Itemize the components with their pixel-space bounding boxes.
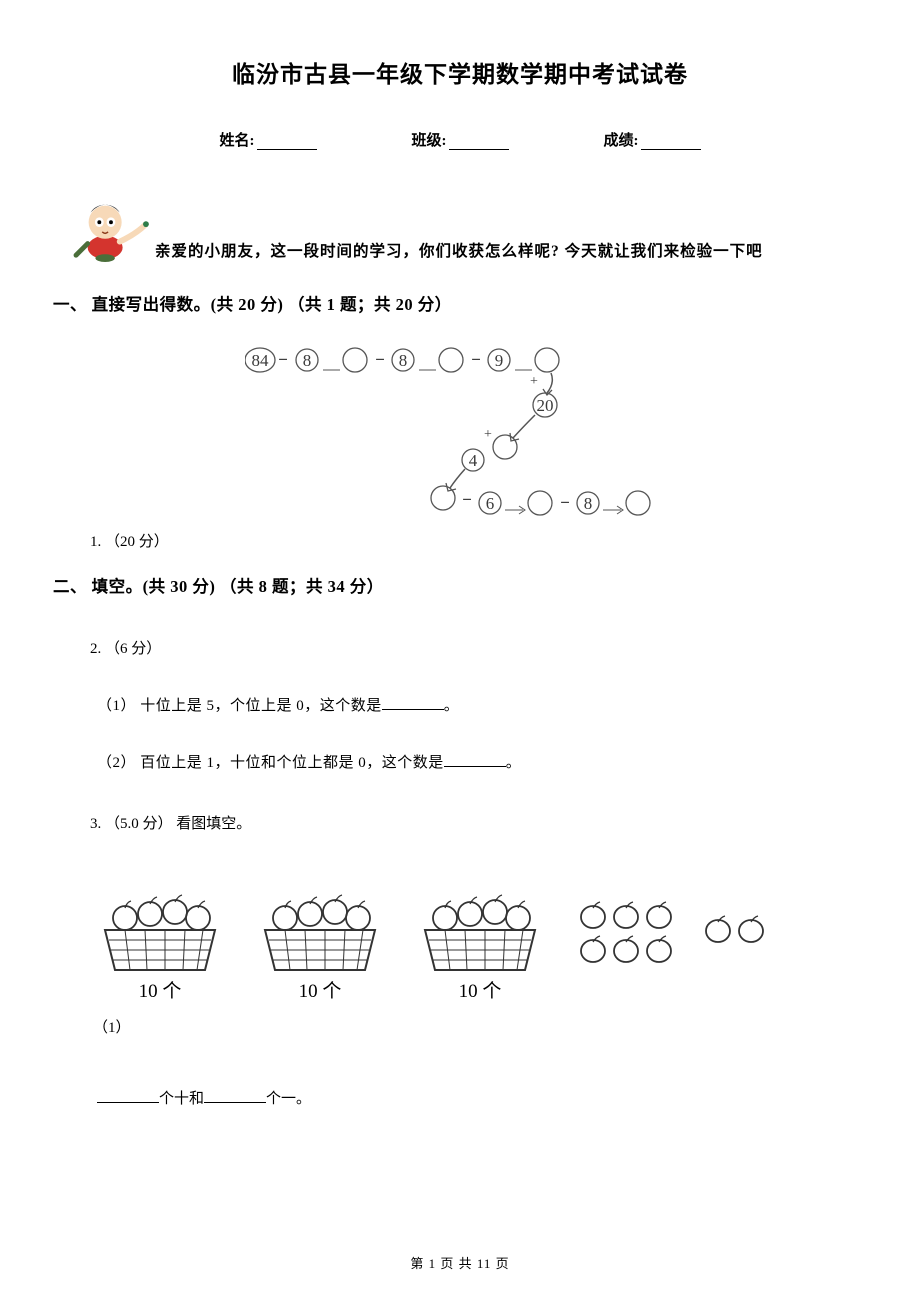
q2-part1: （1） 十位上是 5，个位上是 0，这个数是。 [97, 694, 855, 715]
svg-text:+: + [484, 427, 492, 442]
chain-op-6: 8 [584, 494, 593, 513]
chain-op-2: 9 [495, 351, 504, 370]
chain-op-1: 8 [399, 351, 408, 370]
svg-text:−: − [471, 350, 481, 369]
intro-row: 亲爱的小朋友，这一段时间的学习，你们收获怎么样呢? 今天就让我们来检验一下吧 [65, 195, 855, 263]
q3-label: 3. （5.0 分） 看图填空。 [90, 812, 855, 833]
svg-text:−: − [278, 350, 288, 369]
svg-text:−: − [375, 350, 385, 369]
class-label: 班级: [412, 129, 447, 150]
chain-op-4: 4 [469, 451, 478, 470]
class-field: 班级: [412, 129, 509, 150]
basket1-label: 10 个 [139, 980, 182, 1002]
q2p2-blank[interactable] [444, 753, 506, 767]
intro-text: 亲爱的小朋友，这一段时间的学习，你们收获怎么样呢? 今天就让我们来检验一下吧 [155, 239, 763, 263]
basket3-label: 10 个 [459, 980, 502, 1002]
q3-blank2[interactable] [204, 1089, 266, 1103]
svg-text:+: + [530, 374, 538, 389]
q2-part2: （2） 百位上是 1，十位和个位上都是 0，这个数是。 [97, 751, 855, 772]
section2-header: 二、 填空。(共 30 分) （共 8 题；共 34 分） [53, 573, 855, 597]
q3-blank1[interactable] [97, 1089, 159, 1103]
q2-label: 2. （6 分） [90, 637, 855, 658]
section1-header: 一、 直接写出得数。(共 20 分) （共 1 题；共 20 分） [53, 291, 855, 315]
page-footer: 第 1 页 共 11 页 [0, 1253, 920, 1272]
exam-title: 临汾市古县一年级下学期数学期中考试试卷 [65, 55, 855, 89]
chain-start: 84 [252, 351, 270, 370]
svg-text:−: − [560, 493, 570, 512]
chain-op-0: 8 [303, 351, 312, 370]
q1-label: 1. （20 分） [90, 530, 855, 551]
class-blank[interactable] [449, 134, 509, 150]
cartoon-icon [65, 195, 155, 263]
score-field: 成绩: [604, 129, 701, 150]
chain-op-3: 20 [537, 396, 554, 415]
basket2-label: 10 个 [299, 980, 342, 1002]
score-blank[interactable] [641, 134, 701, 150]
q3-figure: 10 个 10 个 10 个 [95, 885, 855, 1030]
baskets-and-apples-icon: 10 个 10 个 10 个 [95, 885, 815, 1025]
arithmetic-chain-icon: 84 − 8 − 8 − 9 + 20 + 4 [245, 345, 675, 520]
chain-op-5: 6 [486, 494, 495, 513]
score-label: 成绩: [604, 129, 639, 150]
q2p1-blank[interactable] [382, 696, 444, 710]
name-blank[interactable] [257, 134, 317, 150]
math-chain-figure: 84 − 8 − 8 − 9 + 20 + 4 [65, 345, 855, 520]
name-field: 姓名: [220, 129, 317, 150]
q3-fill: 个十和个一。 [97, 1087, 855, 1108]
student-info-row: 姓名: 班级: 成绩: [65, 129, 855, 150]
svg-text:−: − [462, 490, 472, 509]
name-label: 姓名: [220, 129, 255, 150]
